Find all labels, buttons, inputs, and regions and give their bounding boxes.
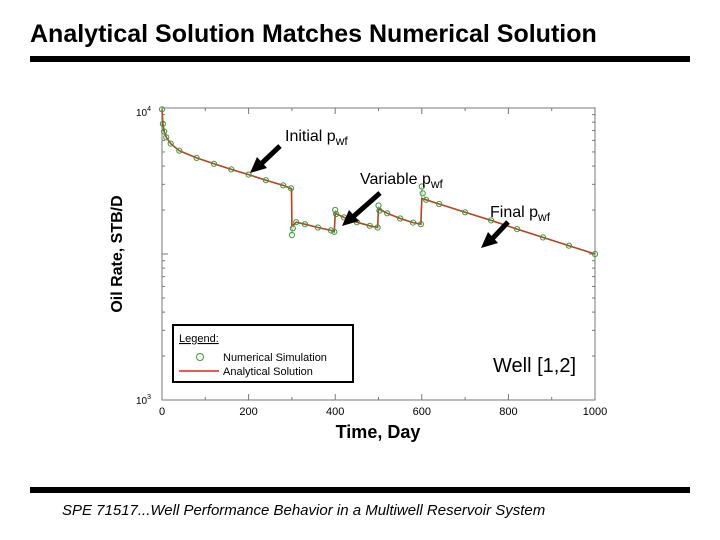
numerical-simulation-point xyxy=(288,231,295,239)
footer-citation: SPE 71517...Well Performance Behavior in… xyxy=(62,502,546,519)
numerical-simulation-point xyxy=(565,242,573,249)
annotation-variable-pwf: Variable pwf xyxy=(360,171,444,191)
x-tick-label: 0 xyxy=(159,406,165,418)
numerical-simulation-point xyxy=(167,140,174,147)
numerical-simulation-point xyxy=(332,206,339,214)
footer-divider xyxy=(30,487,690,493)
numerical-simulation-point xyxy=(161,128,168,135)
well-label: Well [1,2] xyxy=(493,355,576,377)
numerical-simulation-point xyxy=(376,207,383,214)
legend-marker-numerical xyxy=(196,353,204,361)
numerical-simulation-point xyxy=(333,210,340,218)
numerical-simulation-point xyxy=(514,226,521,233)
numerical-simulation-point xyxy=(410,219,417,226)
chart: 104 103 Oil Rate, STB/D 0 200 400 600 80… xyxy=(109,106,607,442)
annotation-initial-pwf: Initial pwf xyxy=(285,128,348,148)
title-divider xyxy=(30,56,690,62)
arrow-final xyxy=(481,220,510,248)
numerical-simulation-point xyxy=(210,160,218,167)
legend-label-analytical: Analytical Solution xyxy=(223,366,313,378)
numerical-simulation-point xyxy=(327,227,334,234)
x-axis-label: Time, Day xyxy=(336,422,421,442)
x-tick-label: 200 xyxy=(239,406,257,418)
y-tick-label-bottom: 103 xyxy=(136,394,151,407)
arrow-variable xyxy=(342,191,382,226)
numerical-simulation-point xyxy=(539,234,547,241)
numerical-simulation-point xyxy=(488,217,495,224)
numerical-simulation-point xyxy=(289,225,296,232)
numerical-simulation-point xyxy=(158,106,166,113)
numerical-simulation-point xyxy=(301,221,308,228)
x-tick-label: 1000 xyxy=(583,406,607,418)
numerical-simulation-point xyxy=(462,209,469,216)
legend: Legend: Numerical Simulation Analytical … xyxy=(172,324,354,383)
arrow-initial xyxy=(250,144,282,173)
y-tick-label-top: 104 xyxy=(136,106,151,119)
annotation-final-pwf: Final pwf xyxy=(490,204,551,224)
numerical-simulation-point xyxy=(397,215,404,222)
numerical-simulation-point xyxy=(418,183,425,190)
numerical-simulation-point xyxy=(228,166,235,173)
numerical-simulation-point xyxy=(419,190,426,197)
numerical-simulation-point xyxy=(591,250,599,258)
numerical-simulation-point xyxy=(436,200,443,208)
y-axis-label: Oil Rate, STB/D xyxy=(109,195,126,312)
numerical-simulation-point xyxy=(331,228,338,235)
numerical-simulation-point xyxy=(384,210,391,217)
numerical-simulation-point xyxy=(423,196,430,203)
numerical-simulation-point xyxy=(176,147,183,154)
x-tick-label: 800 xyxy=(499,406,517,418)
numerical-simulation-point xyxy=(280,182,287,189)
numerical-simulation-point xyxy=(293,219,300,226)
x-tick-label: 600 xyxy=(413,406,431,418)
numerical-simulation-point xyxy=(374,224,381,231)
numerical-simulation-point xyxy=(159,120,166,127)
numerical-simulation-point xyxy=(193,154,200,161)
x-tick-label: 400 xyxy=(326,406,344,418)
legend-label-numerical: Numerical Simulation xyxy=(223,352,327,364)
page-title: Analytical Solution Matches Numerical So… xyxy=(30,20,597,48)
numerical-simulation-point xyxy=(366,222,373,229)
numerical-simulation-point xyxy=(287,185,295,192)
numerical-simulation-point xyxy=(314,224,321,231)
numerical-simulation-point xyxy=(417,221,424,228)
numerical-simulation-point xyxy=(163,134,170,141)
numerical-simulation-point xyxy=(245,171,252,178)
numerical-simulation-point xyxy=(262,177,269,184)
legend-title: Legend: xyxy=(179,333,219,345)
